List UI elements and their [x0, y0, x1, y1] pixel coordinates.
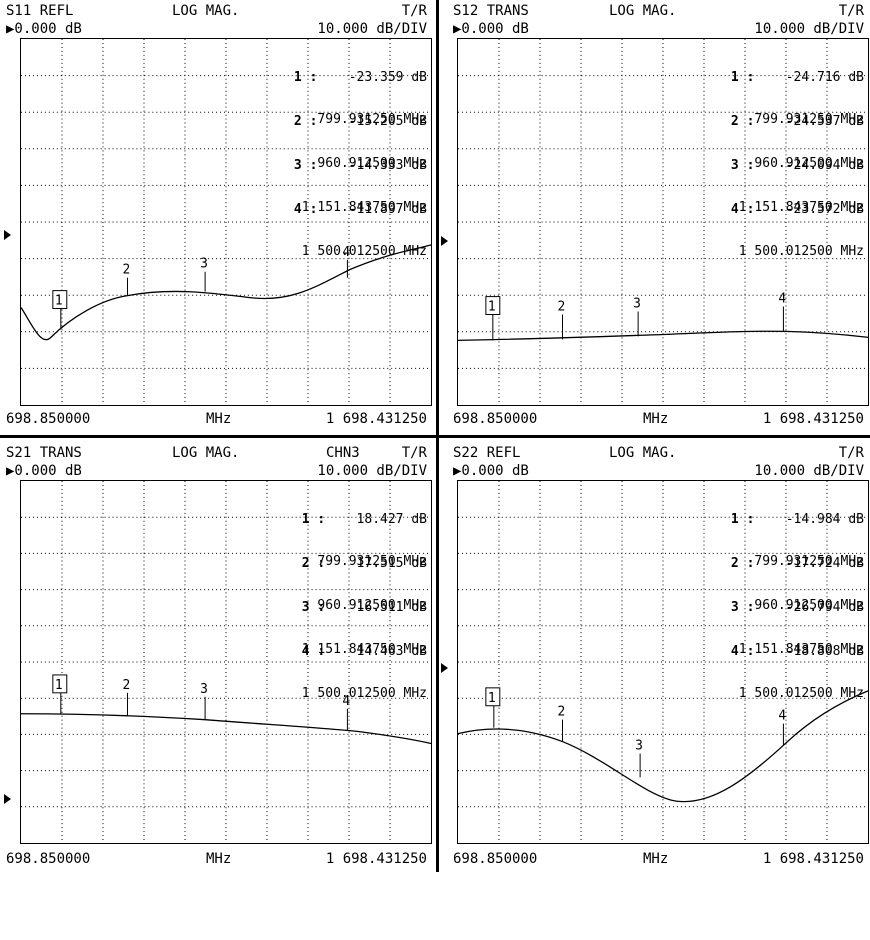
panel-s22: S22 REFL LOG MAG. T/R ▶0.000 dB 10.000 d… [437, 438, 870, 873]
panel-s21: S21 TRANS LOG MAG. CHN3 T/R ▶0.000 dB 10… [0, 438, 433, 873]
svg-text:2: 2 [123, 678, 131, 693]
marker-readout-4: 4 : -23.572 dB 1 500.012500 MHz [730, 202, 864, 259]
panel-header: S11 REFL LOG MAG. T/R [0, 2, 433, 20]
panel-subheader: ▶0.000 dB 10.000 dB/DIV [437, 462, 870, 480]
svg-text:3: 3 [635, 739, 643, 754]
reference-level: ▶0.000 dB [6, 21, 82, 37]
marker-readout-2: 2 : 17.515 dB 960.912500 MHz [301, 556, 427, 613]
mode-label: T/R [401, 445, 427, 461]
svg-text:4: 4 [342, 694, 350, 709]
panel-s11: S11 REFL LOG MAG. T/R ▶0.000 dB 10.000 d… [0, 0, 433, 435]
marker-readout-3: 3 : -26.794 dB 1 151.843750 MHz [730, 600, 864, 657]
scale-label: 10.000 dB/DIV [317, 463, 427, 479]
grid-and-trace: 1 2 3 4 [457, 481, 869, 843]
stop-frequency: 1 698.431250 [762, 411, 864, 427]
mode-label: T/R [838, 3, 864, 19]
panel-footer: 698.850000 MHz 1 698.431250 [0, 850, 433, 868]
reference-level: ▶0.000 dB [453, 21, 529, 37]
trace-plot[interactable]: 1 2 3 4 1 : -23.359 dB 799.931250 MHz 2 … [20, 38, 432, 406]
svg-text:4: 4 [342, 245, 350, 260]
grid-and-trace: 1 2 3 4 [20, 481, 432, 843]
trace-plot[interactable]: 1 2 3 4 1 : -14.984 dB 799.931250 MHz 2 … [457, 480, 869, 844]
channel-label: CHN3 [326, 445, 360, 461]
panel-footer: 698.850000 MHz 1 698.431250 [437, 410, 870, 428]
panel-header: S21 TRANS LOG MAG. CHN3 T/R [0, 444, 433, 462]
trace-plot[interactable]: 1 2 3 4 1 : 18.427 dB 799.931250 MHz 2 :… [20, 480, 432, 844]
reference-level: ▶0.000 dB [453, 463, 529, 479]
scale-label: 10.000 dB/DIV [754, 21, 864, 37]
scale-label: 10.000 dB/DIV [317, 21, 427, 37]
reference-arrow-icon [441, 236, 448, 246]
panel-subheader: ▶0.000 dB 10.000 dB/DIV [437, 20, 870, 38]
frequency-unit: MHz [643, 411, 669, 427]
svg-text:1: 1 [488, 691, 496, 706]
reference-level: ▶0.000 dB [6, 463, 82, 479]
marker-readout-1: 1 : 18.427 dB 799.931250 MHz [301, 512, 427, 569]
param-label: S21 TRANS [6, 445, 82, 461]
trace-plot[interactable]: 1 2 3 4 1 : -24.716 dB 799.931250 MHz 2 … [457, 38, 869, 406]
param-label: S11 REFL [6, 3, 74, 19]
marker-readout-4: 4 : 14.463 dB 1 500.012500 MHz [301, 644, 427, 701]
format-label: LOG MAG. [609, 445, 677, 461]
panel-subheader: ▶0.000 dB 10.000 dB/DIV [0, 462, 433, 480]
marker-readout-1: 1 : -23.359 dB 799.931250 MHz [293, 70, 427, 127]
panel-header: S22 REFL LOG MAG. T/R [437, 444, 870, 462]
svg-text:1: 1 [488, 300, 496, 315]
frequency-unit: MHz [206, 851, 232, 867]
marker-readout-2: 2 : -24.537 dB 960.912500 MHz [730, 114, 864, 171]
format-label: LOG MAG. [609, 3, 677, 19]
frequency-unit: MHz [206, 411, 232, 427]
marker-readout-1: 1 : -14.984 dB 799.931250 MHz [730, 512, 864, 569]
format-label: LOG MAG. [172, 445, 240, 461]
param-label: S22 REFL [453, 445, 521, 461]
start-frequency: 698.850000 [6, 411, 91, 427]
stop-frequency: 1 698.431250 [325, 411, 427, 427]
svg-text:2: 2 [558, 705, 566, 720]
panel-header: S12 TRANS LOG MAG. T/R [437, 2, 870, 20]
horizontal-divider [0, 435, 870, 438]
format-label: LOG MAG. [172, 3, 240, 19]
marker-readout-4: 4 : -18.808 dB 1 500.012500 MHz [730, 644, 864, 701]
frequency-unit: MHz [643, 851, 669, 867]
start-frequency: 698.850000 [6, 851, 91, 867]
param-label: S12 TRANS [453, 3, 529, 19]
marker-readout-2: 2 : -15.205 dB 960.912500 MHz [293, 114, 427, 171]
svg-text:2: 2 [558, 300, 566, 315]
start-frequency: 698.850000 [453, 851, 538, 867]
panel-s12: S12 TRANS LOG MAG. T/R ▶0.000 dB 10.000 … [437, 0, 870, 435]
panel-footer: 698.850000 MHz 1 698.431250 [437, 850, 870, 868]
start-frequency: 698.850000 [453, 411, 538, 427]
mode-label: T/R [838, 445, 864, 461]
marker-readout-4: 4 : -11.897 dB 1 500.012500 MHz [293, 202, 427, 259]
svg-text:3: 3 [200, 682, 208, 697]
svg-text:4: 4 [778, 292, 786, 307]
marker-readout-2: 2 : -17.724 dB 960.912500 MHz [730, 556, 864, 613]
svg-text:3: 3 [633, 297, 641, 312]
reference-arrow-icon [4, 230, 11, 240]
svg-text:2: 2 [123, 263, 131, 278]
marker-readout-3: 3 : 16.511 dB 1 151.843750 MHz [301, 600, 427, 657]
stop-frequency: 1 698.431250 [762, 851, 864, 867]
grid-and-trace: 1 2 3 4 [20, 39, 432, 405]
scale-label: 10.000 dB/DIV [754, 463, 864, 479]
mode-label: T/R [401, 3, 427, 19]
marker-readout-1: 1 : -24.716 dB 799.931250 MHz [730, 70, 864, 127]
svg-text:1: 1 [55, 678, 63, 693]
stop-frequency: 1 698.431250 [325, 851, 427, 867]
marker-readout-3: 3 : -24.094 dB 1 151.843750 MHz [730, 158, 864, 215]
svg-text:4: 4 [778, 709, 786, 724]
marker-readout-3: 3 : -14.333 dB 1 151.843750 MHz [293, 158, 427, 215]
reference-arrow-icon [441, 663, 448, 673]
svg-text:1: 1 [55, 294, 63, 309]
panel-subheader: ▶0.000 dB 10.000 dB/DIV [0, 20, 433, 38]
reference-arrow-icon [4, 794, 11, 804]
svg-text:3: 3 [200, 257, 208, 272]
grid-and-trace: 1 2 3 4 [457, 39, 869, 405]
panel-footer: 698.850000 MHz 1 698.431250 [0, 410, 433, 428]
